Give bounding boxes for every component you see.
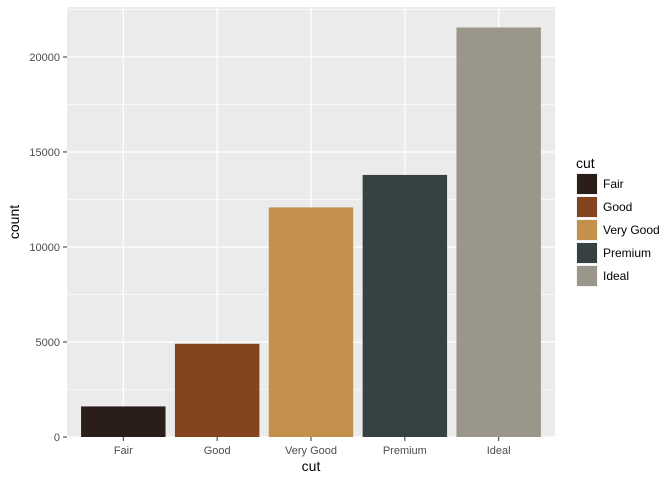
y-tick-label: 5000: [36, 337, 60, 349]
legend-key: [577, 266, 597, 286]
legend-title: cut: [576, 155, 595, 171]
bars: [81, 27, 541, 437]
x-tick-label: Premium: [383, 445, 427, 457]
x-tick-label: Very Good: [285, 445, 337, 457]
legend-key: [577, 243, 597, 263]
x-tick-label: Fair: [114, 445, 133, 457]
y-axis-title: count: [6, 205, 22, 239]
bar-ideal: [456, 27, 541, 437]
y-tick-label: 10000: [29, 242, 60, 254]
bar-good: [174, 343, 260, 437]
x-axis-title: cut: [302, 458, 321, 474]
legend-label: Good: [603, 200, 632, 214]
legend-label: Fair: [603, 177, 624, 191]
bar-fair: [81, 406, 166, 437]
legend-label: Ideal: [603, 269, 629, 283]
bar-very-good: [268, 207, 354, 437]
y-axis: 0 5000 10000 15000 20000: [29, 52, 67, 444]
legend: cut Fair Good Very Good Premium Ideal: [576, 155, 660, 287]
y-tick-label: 20000: [29, 52, 60, 64]
x-tick-label: Ideal: [487, 445, 511, 457]
x-tick-label: Good: [204, 445, 231, 457]
legend-label: Very Good: [603, 223, 660, 237]
y-tick-label: 0: [54, 432, 60, 444]
y-tick-label: 15000: [29, 147, 60, 159]
legend-key: [577, 220, 597, 240]
x-axis: Fair Good Very Good Premium Ideal: [114, 437, 511, 457]
legend-key: [577, 174, 597, 194]
legend-label: Premium: [603, 246, 651, 260]
legend-items: Fair Good Very Good Premium Ideal: [576, 173, 660, 287]
bar-premium: [362, 174, 448, 437]
legend-key: [577, 197, 597, 217]
